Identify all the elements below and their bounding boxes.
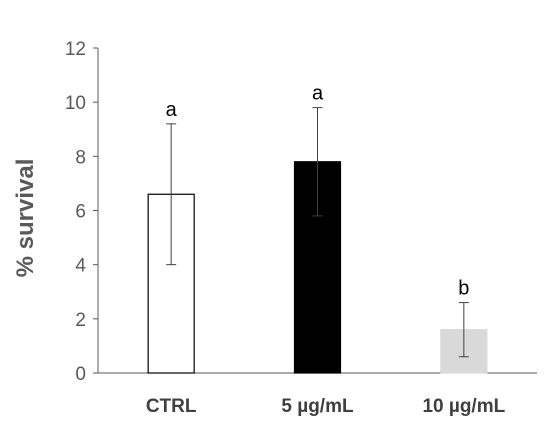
y-tick-label: 8 [75,147,86,168]
error-bars [166,107,469,358]
category-label: 10 µg/mL [422,396,505,417]
y-tick-label: 4 [75,256,86,277]
category-labels: CTRL 5 µg/mL 10 µg/mL [146,396,506,417]
y-tick-label: 2 [75,310,86,331]
y-tick-label: 6 [75,202,86,223]
y-tick-label: 0 [75,364,86,385]
y-axis-label: % survival [12,159,39,278]
significance-label: a [312,83,324,105]
significance-label: b [458,278,469,300]
significance-label: a [166,99,178,121]
y-tick-label: 10 [65,93,86,114]
category-label: 5 µg/mL [281,396,354,417]
y-ticks: 0 2 4 6 8 10 12 [65,39,98,385]
significance-labels: a a b [166,83,470,300]
y-tick-label: 12 [65,39,86,60]
category-label: CTRL [146,396,197,417]
